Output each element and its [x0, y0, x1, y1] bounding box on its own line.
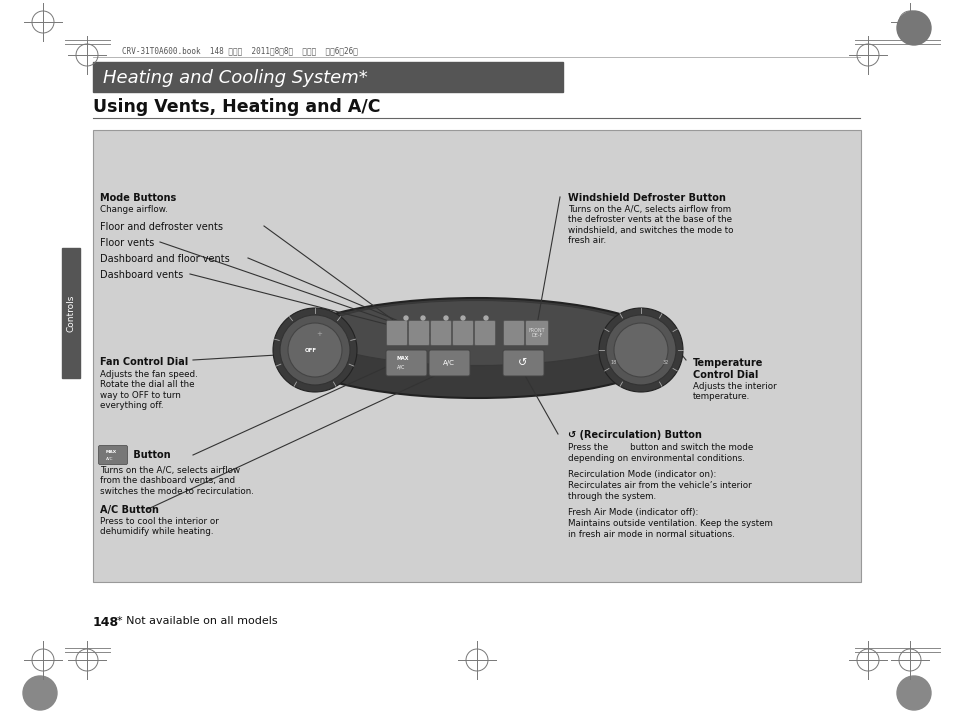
FancyBboxPatch shape: [430, 320, 451, 345]
Text: Maintains outside ventilation. Keep the system: Maintains outside ventilation. Keep the …: [567, 519, 772, 528]
Circle shape: [614, 323, 667, 377]
FancyBboxPatch shape: [386, 350, 427, 376]
FancyBboxPatch shape: [474, 320, 495, 345]
FancyBboxPatch shape: [525, 320, 548, 345]
Text: Recirculation Mode (indicator on):: Recirculation Mode (indicator on):: [567, 470, 716, 479]
Text: A/C Button: A/C Button: [100, 505, 159, 515]
Text: Dashboard vents: Dashboard vents: [100, 270, 183, 280]
FancyBboxPatch shape: [429, 350, 470, 376]
Circle shape: [460, 316, 464, 320]
Text: Fan Control Dial: Fan Control Dial: [100, 357, 188, 367]
Text: Turns on the A/C, selects airflow
from the dashboard vents, and
switches the mod: Turns on the A/C, selects airflow from t…: [100, 466, 253, 496]
FancyBboxPatch shape: [503, 320, 524, 345]
Text: Temperature
Control Dial: Temperature Control Dial: [692, 358, 762, 380]
Circle shape: [288, 323, 341, 377]
Bar: [92, 62, 562, 92]
Circle shape: [598, 308, 682, 392]
Ellipse shape: [316, 301, 637, 365]
Text: CRV-31T0A600.book  148 ページ  2011年8月8日  月曜日  午後6時26分: CRV-31T0A600.book 148 ページ 2011年8月8日 月曜日 …: [122, 47, 357, 55]
Text: Floor vents: Floor vents: [100, 238, 154, 248]
FancyBboxPatch shape: [98, 445, 128, 465]
Ellipse shape: [282, 298, 671, 398]
Text: MAX: MAX: [396, 355, 409, 360]
Circle shape: [273, 308, 356, 392]
Text: A/C: A/C: [106, 457, 113, 461]
FancyBboxPatch shape: [386, 320, 407, 345]
Text: ↺ (Recirculation) Button: ↺ (Recirculation) Button: [567, 430, 701, 440]
Text: Mode Buttons: Mode Buttons: [100, 193, 176, 203]
Text: Dashboard and floor vents: Dashboard and floor vents: [100, 254, 230, 264]
Text: Floor and defroster vents: Floor and defroster vents: [100, 222, 223, 232]
Circle shape: [483, 316, 488, 320]
FancyBboxPatch shape: [408, 320, 429, 345]
FancyBboxPatch shape: [452, 320, 473, 345]
Text: OFF: OFF: [305, 348, 316, 353]
Circle shape: [896, 676, 930, 710]
Text: Windshield Defroster Button: Windshield Defroster Button: [567, 193, 725, 203]
Text: MAX: MAX: [106, 450, 117, 454]
Text: Change airflow.: Change airflow.: [100, 205, 168, 214]
Circle shape: [605, 315, 676, 385]
Text: Fresh Air Mode (indicator off):: Fresh Air Mode (indicator off):: [567, 508, 698, 517]
Text: ↺: ↺: [517, 358, 527, 368]
Text: Adjusts the fan speed.
Rotate the dial all the
way to OFF to turn
everything off: Adjusts the fan speed. Rotate the dial a…: [100, 370, 197, 410]
Circle shape: [23, 676, 57, 710]
Text: FRONT
DE-F: FRONT DE-F: [528, 327, 545, 338]
Text: depending on environmental conditions.: depending on environmental conditions.: [567, 454, 744, 463]
Text: 32: 32: [662, 360, 668, 365]
FancyBboxPatch shape: [502, 350, 543, 376]
Text: +: +: [315, 331, 321, 337]
Text: Using Vents, Heating and A/C: Using Vents, Heating and A/C: [92, 98, 380, 116]
Text: Press the        button and switch the mode: Press the button and switch the mode: [567, 443, 753, 452]
Text: 148: 148: [92, 616, 119, 629]
Text: Press to cool the interior or
dehumidify while heating.: Press to cool the interior or dehumidify…: [100, 517, 218, 536]
Text: through the system.: through the system.: [567, 492, 656, 501]
Text: in fresh air mode in normal situations.: in fresh air mode in normal situations.: [567, 530, 734, 539]
Text: * Not available on all models: * Not available on all models: [117, 616, 277, 626]
Text: Adjusts the interior
temperature.: Adjusts the interior temperature.: [692, 382, 776, 401]
Circle shape: [420, 316, 424, 320]
Text: Button: Button: [130, 450, 171, 460]
Circle shape: [403, 316, 408, 320]
Text: A/C: A/C: [442, 360, 455, 366]
Text: Heating and Cooling System*: Heating and Cooling System*: [103, 69, 367, 87]
Circle shape: [280, 315, 350, 385]
Text: Recirculates air from the vehicle’s interior: Recirculates air from the vehicle’s inte…: [567, 481, 751, 490]
Circle shape: [896, 11, 930, 45]
Text: A/C: A/C: [396, 365, 405, 370]
Bar: [92, 130, 861, 582]
Text: Controls: Controls: [67, 294, 75, 332]
Text: Turns on the A/C, selects airflow from
the defroster vents at the base of the
wi: Turns on the A/C, selects airflow from t…: [567, 205, 733, 246]
Bar: [62, 248, 80, 378]
Text: 18: 18: [610, 360, 617, 365]
Circle shape: [443, 316, 448, 320]
